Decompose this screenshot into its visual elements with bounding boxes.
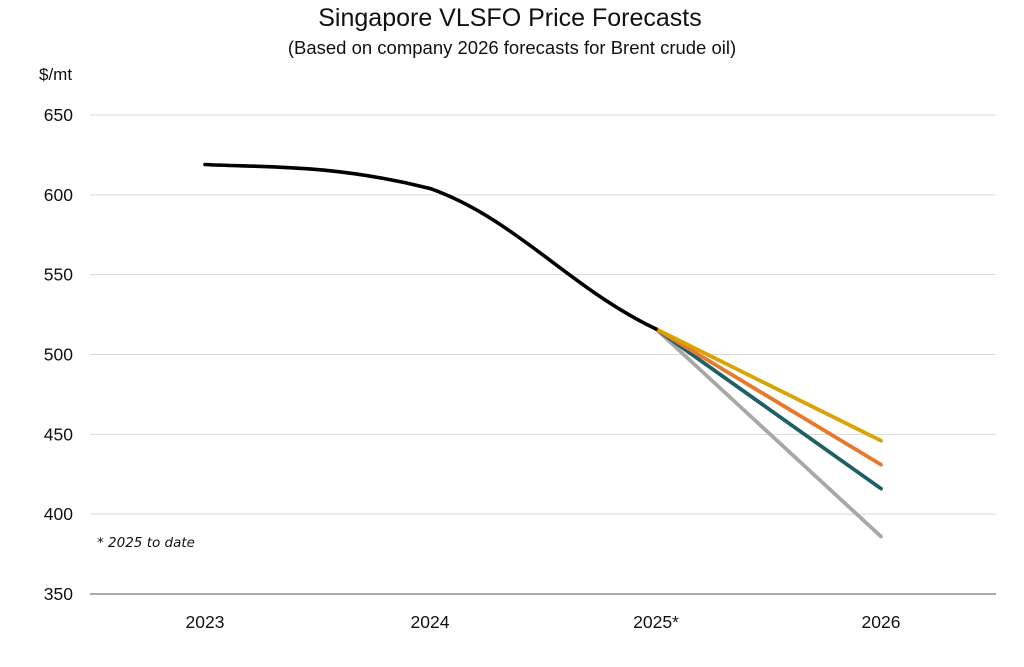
- x-tick-label-2026: 2026: [862, 612, 901, 632]
- x-tick-label-2024: 2024: [411, 612, 450, 632]
- series-line-1: [654, 327, 883, 443]
- y-axis-label: $/mt: [39, 65, 72, 84]
- chart-title: Singapore VLSFO Price Forecasts: [318, 4, 702, 32]
- x-tick-label-2023: 2023: [186, 612, 225, 632]
- series-line-2: [654, 327, 883, 467]
- y-tick-label-500: 500: [44, 345, 73, 365]
- y-tick-label-400: 400: [44, 504, 73, 524]
- gridlines: [90, 114, 996, 595]
- chart-subtitle: (Based on company 2026 forecasts for Bre…: [288, 37, 736, 58]
- y-tick-label-600: 600: [44, 185, 73, 205]
- y-tick-label-650: 650: [44, 105, 73, 125]
- y-tick-label-550: 550: [44, 265, 73, 285]
- x-tick-labels: 2023 2024 2025* 2026: [186, 612, 901, 632]
- y-tick-label-350: 350: [44, 584, 73, 604]
- series-line-0: [203, 162, 658, 331]
- series-line-4: [654, 327, 883, 539]
- series-lines: [203, 162, 883, 539]
- series-line-3: [654, 327, 883, 491]
- x-tick-label-2025: 2025*: [633, 612, 679, 632]
- footnote: * 2025 to date: [97, 535, 195, 551]
- y-tick-label-450: 450: [44, 424, 73, 444]
- y-tick-labels: 350 400 450 500 550 600 650: [44, 105, 73, 604]
